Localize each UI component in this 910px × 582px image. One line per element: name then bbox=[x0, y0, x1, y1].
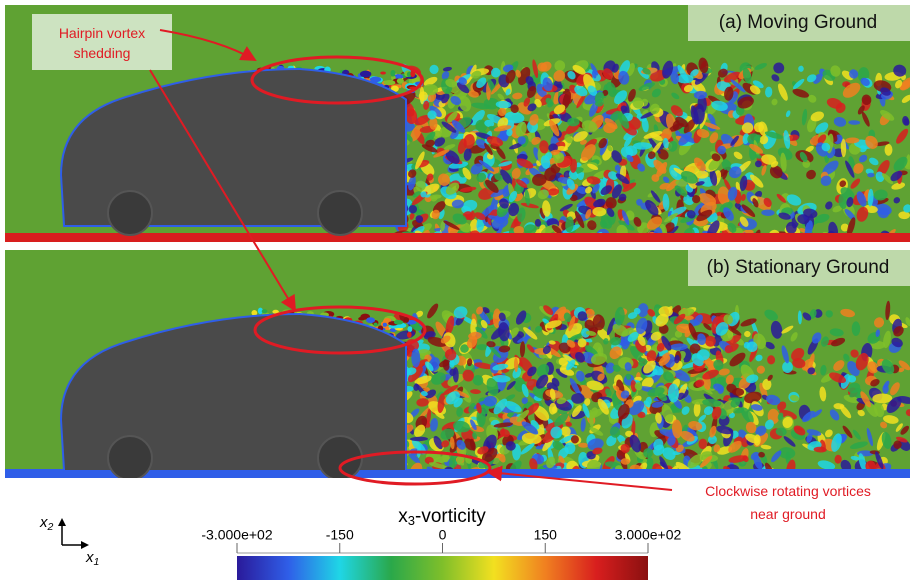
figure: (a) Moving Ground (b) Stationary Ground H… bbox=[0, 0, 910, 582]
vortex-blob bbox=[262, 309, 268, 313]
vortex-blob bbox=[360, 71, 371, 78]
annotation-line: Hairpin vortex bbox=[59, 25, 145, 41]
vortex-blob bbox=[366, 317, 375, 323]
wheel bbox=[108, 436, 152, 480]
vortex-blob bbox=[407, 326, 412, 332]
suffix: -vorticity bbox=[415, 506, 486, 527]
vortex-blob bbox=[397, 78, 404, 83]
vortex-blob bbox=[380, 71, 386, 74]
tick-label: -150 bbox=[326, 527, 354, 543]
tick-label: 0 bbox=[439, 527, 447, 543]
wheel bbox=[318, 191, 362, 235]
vortex-blob bbox=[394, 320, 403, 325]
annotation-line: Clockwise rotating vortices bbox=[705, 483, 871, 499]
flow-panels: (a) Moving Ground (b) Stationary Ground bbox=[5, 5, 910, 486]
page: (a) Moving Ground (b) Stationary Ground H… bbox=[0, 0, 910, 582]
panel-label: (b) Stationary Ground bbox=[707, 257, 890, 278]
colorbar-title: x3-vorticity bbox=[398, 506, 486, 528]
ground-layer bbox=[5, 233, 910, 242]
index: 3 bbox=[408, 513, 415, 528]
vortex-blob bbox=[414, 326, 422, 331]
vortex-blob bbox=[852, 321, 861, 336]
vortex-blob bbox=[407, 332, 412, 338]
panel-label: (a) Moving Ground bbox=[719, 12, 877, 33]
tick-label: 150 bbox=[534, 527, 558, 543]
vortex-blob bbox=[384, 80, 396, 85]
colorbar-gradient bbox=[237, 556, 648, 580]
index: 1 bbox=[94, 556, 100, 568]
tick-label: 3.000e+02 bbox=[615, 527, 682, 543]
axis-label: x1 bbox=[85, 549, 99, 568]
vortex-blob bbox=[668, 384, 679, 403]
colorbar: x3-vorticity -3.000e+02 -150 0 150 3.000e+02 bbox=[201, 506, 681, 580]
index: 2 bbox=[47, 521, 54, 533]
annotation-line: shedding bbox=[74, 45, 131, 61]
axis-label: x2 bbox=[39, 514, 54, 533]
annotation: Clockwise rotating vortices near ground bbox=[705, 483, 871, 522]
symbol: x bbox=[398, 506, 408, 527]
vortex-blob bbox=[390, 70, 395, 77]
vortex-blob bbox=[374, 323, 378, 327]
vortex-blob bbox=[762, 379, 771, 390]
vortex-blob bbox=[383, 323, 387, 327]
tick-label: -3.000e+02 bbox=[201, 527, 272, 543]
flow-panel: (b) Stationary Ground bbox=[5, 250, 910, 486]
annotation-line: near ground bbox=[750, 506, 826, 522]
annotation-box bbox=[32, 14, 172, 70]
wheel bbox=[108, 191, 152, 235]
